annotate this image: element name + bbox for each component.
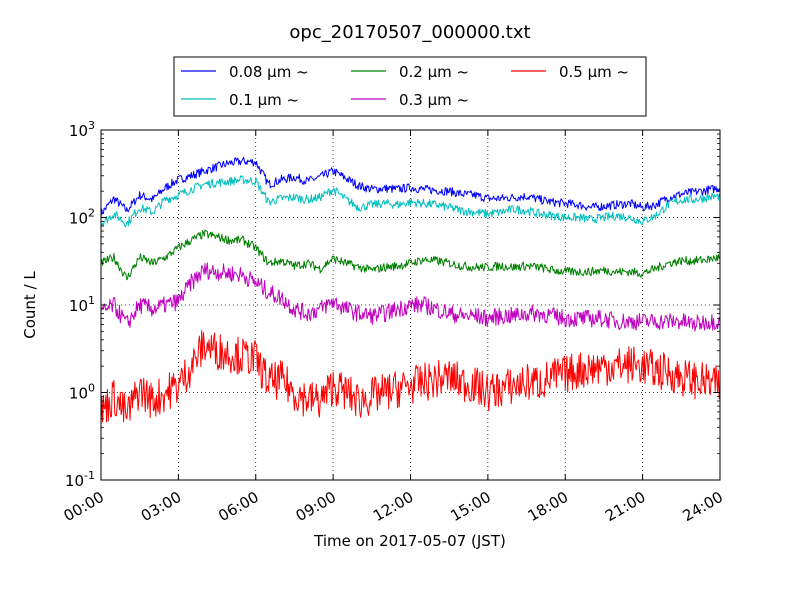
x-axis-label: Time on 2017-05-07 (JST): [313, 532, 506, 550]
y-tick-label: 103: [69, 119, 95, 140]
series-line-4: [100, 330, 721, 426]
legend: 0.08 μm ~ 0.1 μm ~ 0.2 μm ~ 0.3 μm ~ 0.5 μm …: [173, 56, 647, 117]
y-axis-label: Count / L: [21, 271, 39, 339]
legend-label-4: 0.5 μm ~: [559, 63, 629, 81]
y-tick-label: 101: [69, 294, 95, 315]
series-line-0: [100, 156, 721, 219]
legend-label-2: 0.2 μm ~: [399, 63, 469, 81]
plot-area: 00:00 03:00 06:00 09:00 12:00 15:00 18:00 21:00…: [61, 119, 726, 525]
legend-box: [173, 56, 647, 117]
y-tick-label: 10-1: [65, 469, 95, 490]
legend-label-0: 0.08 μm ~: [229, 63, 309, 81]
series-line-2: [100, 229, 721, 281]
y-tick-label: 100: [69, 382, 95, 403]
series-line-1: [100, 175, 721, 228]
legend-label-1: 0.1 μm ~: [229, 91, 299, 109]
y-tick-label: 102: [69, 207, 95, 228]
chart-title: opc_20170507_000000.txt: [289, 22, 530, 43]
legend-label-3: 0.3 μm ~: [399, 91, 469, 109]
series-line-3: [100, 262, 721, 332]
